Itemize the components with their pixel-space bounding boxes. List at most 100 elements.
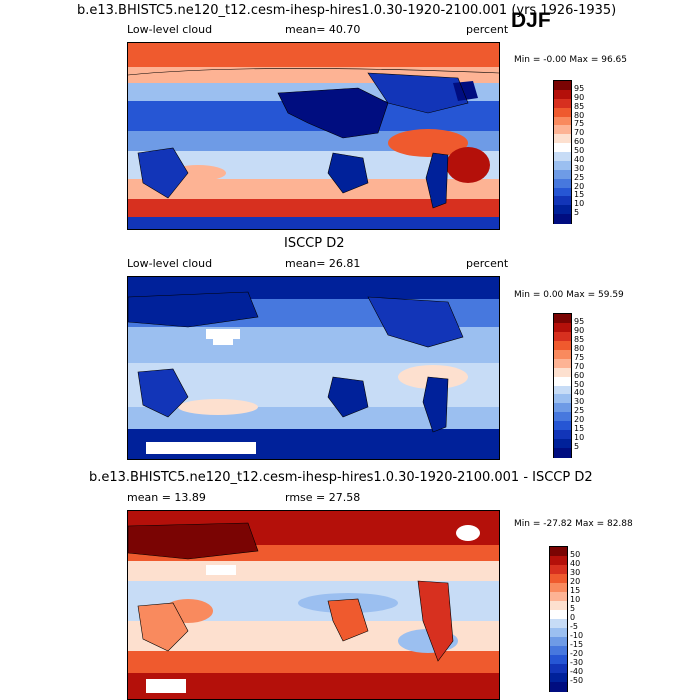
colorbar-tick-label: 90 [574, 92, 585, 102]
colorbar-tick-label: 20 [574, 415, 585, 425]
colorbar-tick-label: -10 [570, 631, 584, 640]
panel2-minmax: Min = 0.00 Max = 59.59 [514, 290, 624, 300]
colorbar-tick-label: 30 [570, 568, 581, 577]
colorbar-tick-label: 10 [570, 595, 581, 604]
colorbar-swatch [554, 187, 571, 197]
colorbar-tick-label: 75 [574, 119, 585, 129]
colorbar-swatch [554, 385, 571, 395]
colorbar-swatch [554, 134, 571, 144]
colorbar-swatch [554, 412, 571, 422]
colorbar-swatch [554, 98, 571, 109]
colorbar-swatch [550, 619, 567, 629]
colorbar-tick-label: 15 [574, 424, 585, 434]
colorbar-swatch [554, 125, 571, 135]
panel3-colorbar [549, 546, 568, 692]
colorbar-tick-label: 5 [574, 208, 580, 218]
colorbar-swatch [554, 322, 571, 333]
panel2-map [127, 276, 500, 460]
colorbar-swatch [554, 89, 571, 100]
colorbar-tick-label: 60 [574, 370, 585, 380]
panel2-colorbar-ticks: 95 90 85 80 75 70 60 50 40 30 25 20 15 10 5 [574, 313, 604, 456]
panel1-colorbar [553, 80, 572, 224]
colorbar-tick-label: 85 [574, 334, 585, 344]
colorbar-swatch [554, 403, 571, 413]
colorbar-tick-label: 5 [574, 442, 580, 452]
colorbar-swatch [554, 143, 571, 153]
panel1-minmax: Min = -0.00 Max = 96.65 [514, 55, 628, 65]
colorbar-swatch [554, 367, 571, 378]
colorbar-tick-label: -5 [570, 622, 578, 631]
colorbar-tick-label: 80 [574, 110, 585, 120]
colorbar-tick-label: 20 [574, 181, 585, 191]
colorbar-tick-label: 25 [574, 406, 585, 416]
panel1-mean-label: mean= 40.70 [285, 23, 361, 36]
colorbar-tick-label: 95 [574, 316, 585, 326]
colorbar-tick-label: 0 [570, 613, 576, 622]
panel2-mean-label: mean= 26.81 [285, 257, 361, 270]
colorbar-swatch [554, 421, 571, 431]
season-label: DJF [511, 9, 551, 32]
colorbar-swatch [554, 160, 571, 171]
colorbar-swatch [554, 214, 571, 224]
colorbar-tick-label: 70 [574, 361, 585, 371]
colorbar-tick-label: 50 [574, 379, 585, 389]
panel3-colorbar-ticks: 50 40 30 20 15 10 5 0 -5 -10 -15 -20 -30 -40 -50 [570, 546, 600, 690]
colorbar-tick-label: -50 [570, 676, 584, 685]
colorbar-swatch [550, 565, 567, 575]
colorbar-swatch [550, 547, 567, 557]
colorbar-tick-label: 30 [574, 397, 585, 407]
colorbar-swatch [554, 439, 571, 449]
colorbar-swatch [554, 448, 571, 458]
colorbar-swatch [550, 601, 567, 611]
colorbar-tick-label: -40 [570, 667, 584, 676]
colorbar-tick-label: 15 [574, 190, 585, 200]
colorbar-tick-label: 10 [574, 199, 585, 209]
panel1-variable-label: Low-level cloud [127, 23, 213, 36]
colorbar-swatch [554, 116, 571, 126]
colorbar-swatch [550, 682, 567, 692]
panel1-map [127, 42, 500, 230]
colorbar-swatch [554, 107, 571, 117]
panel1-colorbar-ticks: 95 90 85 80 75 70 60 50 40 30 25 20 15 10 5 [574, 80, 604, 222]
colorbar-swatch [550, 592, 567, 602]
colorbar-swatch [554, 205, 571, 215]
colorbar-tick-label: 15 [570, 586, 581, 595]
colorbar-swatch [550, 664, 567, 674]
colorbar-tick-label: 5 [570, 604, 576, 613]
panel2-colorbar [553, 313, 572, 458]
colorbar-tick-label: 80 [574, 343, 585, 353]
colorbar-swatch [550, 637, 567, 647]
colorbar-swatch [554, 152, 571, 162]
colorbar-swatch [550, 610, 567, 620]
colorbar-tick-label: 50 [574, 146, 585, 155]
colorbar-tick-label: 40 [574, 154, 585, 164]
colorbar-tick-label: 95 [574, 83, 585, 93]
colorbar-tick-label: -20 [570, 649, 584, 658]
colorbar-tick-label: 70 [574, 128, 585, 138]
colorbar-tick-label: 25 [574, 172, 585, 182]
colorbar-swatch [550, 673, 567, 683]
colorbar-swatch [554, 178, 571, 188]
colorbar-tick-label: 30 [574, 163, 585, 173]
colorbar-swatch [554, 340, 571, 351]
colorbar-swatch [550, 655, 567, 665]
colorbar-swatch [554, 376, 571, 386]
panel3-mean-label: mean = 13.89 [127, 491, 206, 504]
panel3-rmse-label: rmse = 27.58 [285, 491, 361, 504]
panel2-variable-label: Low-level cloud [127, 257, 213, 270]
colorbar-swatch [554, 196, 571, 206]
colorbar-tick-label: -30 [570, 658, 584, 667]
colorbar-swatch [550, 556, 567, 566]
colorbar-tick-label: -15 [570, 640, 584, 649]
colorbar-swatch [554, 169, 571, 180]
colorbar-tick-label: 75 [574, 352, 585, 362]
colorbar-tick-label: 40 [570, 559, 581, 568]
panel2-title: ISCCP D2 [284, 236, 345, 251]
panel2-units-label: percent [466, 257, 509, 270]
panel1-title: b.e13.BHISTC5.ne120_t12.cesm-ihesp-hires… [77, 3, 617, 18]
panel3-map [127, 510, 500, 700]
colorbar-tick-label: 50 [570, 550, 581, 559]
colorbar-swatch [554, 81, 571, 91]
colorbar-swatch [554, 331, 571, 342]
colorbar-swatch [554, 349, 571, 360]
